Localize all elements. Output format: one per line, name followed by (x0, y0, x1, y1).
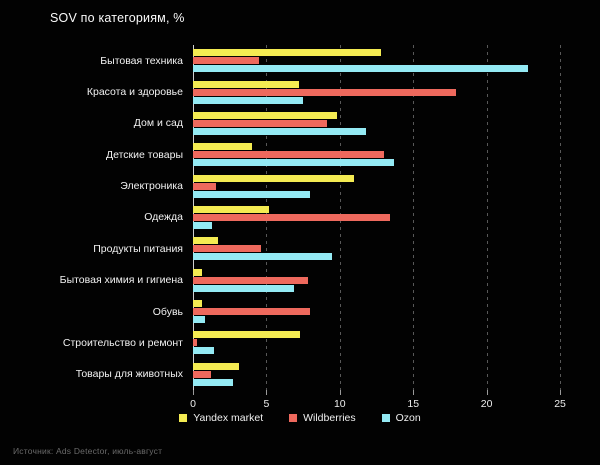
x-tick-20 (486, 390, 488, 395)
bar-group-4 (193, 170, 585, 201)
plot-area (193, 45, 585, 390)
bar-ozon-10 (193, 378, 233, 386)
bar-group-8 (193, 296, 585, 327)
bar-wildberries-9 (193, 339, 198, 347)
bar-ozon-6 (193, 253, 333, 261)
bar-wildberries-6 (193, 245, 261, 253)
bar-yandex-market-2 (193, 111, 337, 119)
legend-label: Ozon (395, 412, 421, 424)
bar-wildberries-4 (193, 182, 217, 190)
x-tick-label-20: 20 (480, 398, 493, 410)
bar-group-7 (193, 265, 585, 296)
bar-yandex-market-6 (193, 237, 218, 245)
x-tick-15 (413, 390, 415, 395)
category-label-8: Обувь (152, 305, 183, 318)
x-tick-label-0: 0 (190, 398, 196, 410)
bar-wildberries-10 (193, 370, 211, 378)
legend-swatch (289, 414, 298, 422)
x-tick-5 (266, 390, 268, 395)
category-label-1: Красота и здоровье (86, 86, 183, 99)
x-tick-0 (193, 390, 194, 395)
category-label-2: Дом и сад (133, 117, 183, 130)
bar-wildberries-1 (193, 88, 456, 96)
category-label-10: Товары для животных (75, 368, 183, 381)
bar-yandex-market-4 (193, 174, 355, 182)
category-label-3: Детские товары (106, 148, 183, 161)
legend-item-wildberries: Wildberries (289, 412, 356, 424)
bar-wildberries-0 (193, 57, 260, 65)
bar-group-10 (193, 359, 585, 390)
bar-ozon-0 (193, 65, 528, 73)
category-label-0: Бытовая техника (100, 54, 183, 67)
bar-ozon-8 (193, 316, 205, 324)
bar-yandex-market-10 (193, 362, 239, 370)
bar-wildberries-7 (193, 276, 308, 284)
bar-group-1 (193, 76, 585, 107)
bar-ozon-5 (193, 221, 213, 229)
gridline-15 (413, 45, 415, 390)
x-tick-label-5: 5 (263, 398, 270, 410)
bar-yandex-market-0 (193, 49, 381, 57)
legend-swatch (381, 414, 390, 422)
bar-ozon-4 (193, 190, 311, 198)
gridline-20 (486, 45, 488, 390)
legend: Yandex market Wildberries Ozon (0, 412, 600, 424)
bar-yandex-market-3 (193, 143, 252, 151)
bar-wildberries-5 (193, 213, 390, 221)
legend-swatch (179, 414, 188, 422)
bar-ozon-7 (193, 284, 295, 292)
bar-yandex-market-8 (193, 300, 202, 308)
x-tick-25 (560, 390, 562, 395)
bar-wildberries-3 (193, 151, 384, 159)
bar-yandex-market-7 (193, 268, 202, 276)
bar-group-0 (193, 45, 585, 76)
source-note: Источник: Ads Detector, июль-август (13, 446, 163, 456)
bar-ozon-1 (193, 96, 304, 104)
category-label-5: Одежда (144, 211, 183, 224)
legend-item-yandex-market: Yandex market (179, 412, 263, 424)
legend-item-ozon: Ozon (381, 412, 421, 424)
legend-label: Yandex market (193, 412, 264, 424)
legend-label: Wildberries (303, 412, 356, 424)
bar-ozon-2 (193, 127, 367, 135)
bar-wildberries-2 (193, 119, 327, 127)
bar-yandex-market-9 (193, 331, 301, 339)
bar-group-5 (193, 202, 585, 233)
x-tick-10 (339, 390, 341, 395)
bar-group-2 (193, 108, 585, 139)
category-label-4: Электроника (120, 180, 183, 193)
x-tick-label-10: 10 (333, 398, 346, 410)
x-tick-label-15: 15 (407, 398, 420, 410)
gridline-25 (560, 45, 562, 390)
bar-yandex-market-1 (193, 80, 299, 88)
x-axis: 0 5 10 15 20 25 (190, 390, 585, 416)
bar-ozon-3 (193, 159, 395, 167)
bar-ozon-9 (193, 347, 214, 355)
bar-group-3 (193, 139, 585, 170)
bar-groups (193, 45, 585, 390)
category-label-6: Продукты питания (93, 242, 183, 255)
x-tick-label-25: 25 (554, 398, 566, 410)
bar-group-6 (193, 233, 585, 264)
category-label-9: Строительство и ремонт (62, 336, 183, 349)
bar-wildberries-8 (193, 308, 311, 316)
category-axis: Бытовая техника Красота и здоровье Дом и с… (0, 45, 183, 390)
bar-group-9 (193, 327, 585, 358)
chart-title: SOV по категориям, % (50, 11, 185, 25)
bar-yandex-market-5 (193, 205, 270, 213)
category-label-7: Бытовая химия и гигиена (59, 274, 183, 287)
